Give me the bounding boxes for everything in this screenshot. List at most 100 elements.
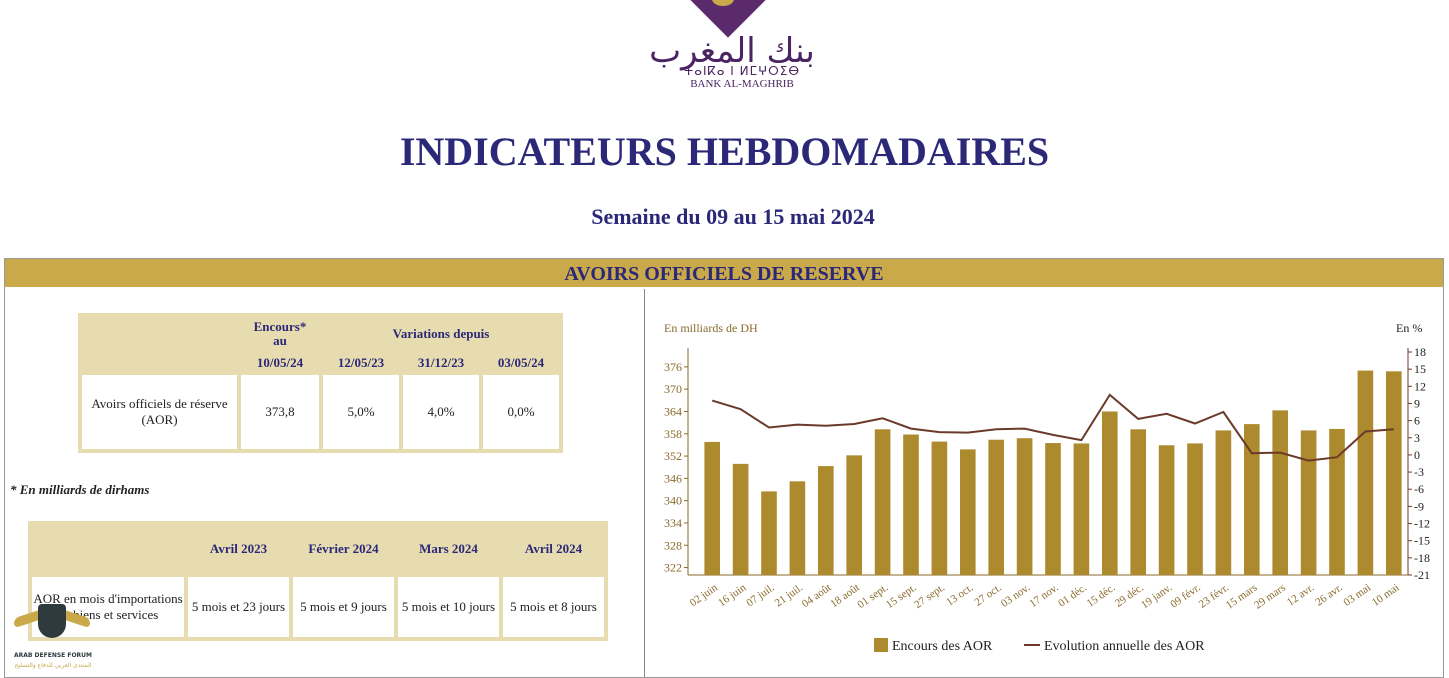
column-divider xyxy=(644,289,645,677)
x-tick-label: 17 nov. xyxy=(1027,581,1061,609)
bar-encours-aor xyxy=(1130,429,1147,575)
reserve-section: AVOIRS OFFICIELS DE RESERVE xyxy=(4,258,1444,678)
y-left-tick-label: 322 xyxy=(664,561,682,575)
x-tick-label: 01 sept. xyxy=(855,581,890,611)
cell-encours: 373,8 xyxy=(241,375,319,449)
y-left-label: En milliards de DH xyxy=(664,321,758,335)
bar-encours-aor xyxy=(817,466,834,575)
y-left-tick-label: 334 xyxy=(664,516,682,530)
header-encours-au: au xyxy=(273,333,287,348)
y-left-tick-label: 376 xyxy=(664,360,682,374)
bar-encours-aor xyxy=(1300,430,1317,575)
watermark-shield-icon xyxy=(38,604,66,638)
cell-variation-3: 0,0% xyxy=(483,375,559,449)
logo-arabic-text: بنك المغرب xyxy=(649,31,815,71)
x-tick-label: 15 déc. xyxy=(1085,581,1118,609)
y-right-tick-label: -9 xyxy=(1414,499,1424,513)
x-tick-label: 15 mars xyxy=(1224,582,1260,612)
table-header-variations: Variations depuis xyxy=(323,317,559,351)
bar-encours-aor xyxy=(1329,428,1345,575)
y-right-tick-label: 9 xyxy=(1414,396,1420,410)
page-title: INDICATEURS HEBDOMADAIRES xyxy=(399,129,1050,174)
cell-variation-1: 5,0% xyxy=(323,375,399,449)
header-encours-label: Encours* xyxy=(253,319,307,334)
watermark-arabic-text: المنتدى العربي للدفاع والتسليح xyxy=(14,662,92,669)
bar-encours-aor xyxy=(931,441,948,575)
x-tick-label: 10 mai xyxy=(1370,582,1402,609)
table2-header-1: Avril 2023 xyxy=(188,525,289,573)
section-title: AVOIRS OFFICIELS DE RESERVE xyxy=(5,259,1443,287)
import-months-table: Avril 2023 Février 2024 Mars 2024 Avril … xyxy=(28,521,608,641)
table2-header-4: Avril 2024 xyxy=(503,525,604,573)
watermark-text: ARAB DEFENSE FORUM xyxy=(13,652,93,659)
x-tick-label: 27 sept. xyxy=(912,581,947,611)
week-subtitle: Semaine du 09 au 15 mai 2024 xyxy=(591,204,875,229)
y-right-tick-label: -6 xyxy=(1414,482,1424,496)
bar-encours-aor xyxy=(704,441,721,575)
x-tick-label: 26 avr. xyxy=(1313,581,1345,608)
bar-encours-aor xyxy=(1272,410,1289,575)
bar-encours-aor xyxy=(732,463,749,575)
y-right-label: En % xyxy=(1396,321,1422,335)
x-tick-label: 01 déc. xyxy=(1056,581,1089,609)
table2-cell-4: 5 mois et 8 jours xyxy=(503,577,604,637)
y-right-tick-label: 15 xyxy=(1414,362,1426,376)
x-tick-label: 27 oct. xyxy=(973,581,1005,608)
y-right-tick-label: 6 xyxy=(1414,414,1420,428)
bar-encours-aor xyxy=(1045,443,1061,575)
bar-encours-aor xyxy=(959,449,976,575)
legend-bar-swatch xyxy=(874,638,888,652)
x-tick-label: 03 mai xyxy=(1341,582,1373,609)
bar-encours-aor xyxy=(1158,445,1175,575)
y-left-tick-label: 352 xyxy=(664,449,682,463)
y-right-tick-label: 0 xyxy=(1414,448,1420,462)
table2-header-empty xyxy=(32,525,184,573)
units-note: * En milliards de dirhams xyxy=(10,482,150,497)
table2-cell-2: 5 mois et 9 jours xyxy=(293,577,394,637)
x-tick-label: 18 août xyxy=(828,582,862,611)
bar-encours-aor xyxy=(1016,438,1033,575)
y-left-tick-label: 358 xyxy=(664,427,682,441)
x-tick-label: 21 juil. xyxy=(773,581,806,609)
bar-encours-aor xyxy=(988,439,1005,575)
y-left-tick-label: 340 xyxy=(664,494,682,508)
header-date-encours: 10/05/24 xyxy=(241,355,319,371)
y-right-tick-label: -12 xyxy=(1414,517,1430,531)
bar-encours-aor xyxy=(1073,443,1090,575)
y-left-tick-label: 346 xyxy=(664,471,682,485)
forum-watermark: ARAB DEFENSE FORUM المنتدى العربي للدفاع… xyxy=(8,600,98,676)
y-right-tick-label: -3 xyxy=(1414,465,1424,479)
bar-encours-aor xyxy=(874,429,891,575)
reserve-table: Encours* au Variations depuis 10/05/24 1… xyxy=(78,313,563,453)
header-date-1: 12/05/23 xyxy=(323,355,399,371)
watermark-wing-left-icon xyxy=(14,609,40,629)
logo-emblem-center xyxy=(712,0,734,6)
bar-encours-aor xyxy=(1243,424,1260,575)
bank-logo: بنك المغرب ⵜⴰⵏⴽⴰ ⵏ ⵍⵎⵖⵔⵉⴱ BANK AL-MAGHRI… xyxy=(600,0,860,92)
x-tick-label: 13 oct. xyxy=(944,581,976,608)
y-left-tick-label: 370 xyxy=(664,382,682,396)
x-tick-label: 12 avr. xyxy=(1285,581,1317,608)
header-date-2: 31/12/23 xyxy=(403,355,479,371)
row-label-aor: Avoirs officiels de réserve (AOR) xyxy=(82,375,237,449)
table2-header-3: Mars 2024 xyxy=(398,525,499,573)
y-left-tick-label: 364 xyxy=(664,404,682,418)
aor-chart: En milliards de DH En % 322 328 334 340 346 352… xyxy=(664,321,1430,654)
x-tick-label: 16 juin xyxy=(716,581,749,609)
table2-cell-1: 5 mois et 23 jours xyxy=(188,577,289,637)
watermark-wing-right-icon xyxy=(64,609,90,629)
bar-encours-aor xyxy=(846,455,863,575)
y-right-tick-label: 3 xyxy=(1414,431,1420,445)
x-tick-label: 03 nov. xyxy=(999,581,1033,609)
x-tick-label: 15 sept. xyxy=(884,581,919,611)
table2-header-2: Février 2024 xyxy=(293,525,394,573)
bar-encours-aor xyxy=(903,434,919,575)
y-right-tick-label: 18 xyxy=(1414,345,1426,359)
cell-variation-2: 4,0% xyxy=(403,375,479,449)
x-tick-label: 02 juin xyxy=(688,581,721,609)
y-right-tick-label: 12 xyxy=(1414,379,1426,393)
table-header-encours: Encours* au xyxy=(241,317,319,351)
y-right-tick-label: -18 xyxy=(1414,551,1430,565)
y-right-tick-label: -21 xyxy=(1414,568,1430,582)
x-tick-label: 07 juil. xyxy=(744,581,777,609)
